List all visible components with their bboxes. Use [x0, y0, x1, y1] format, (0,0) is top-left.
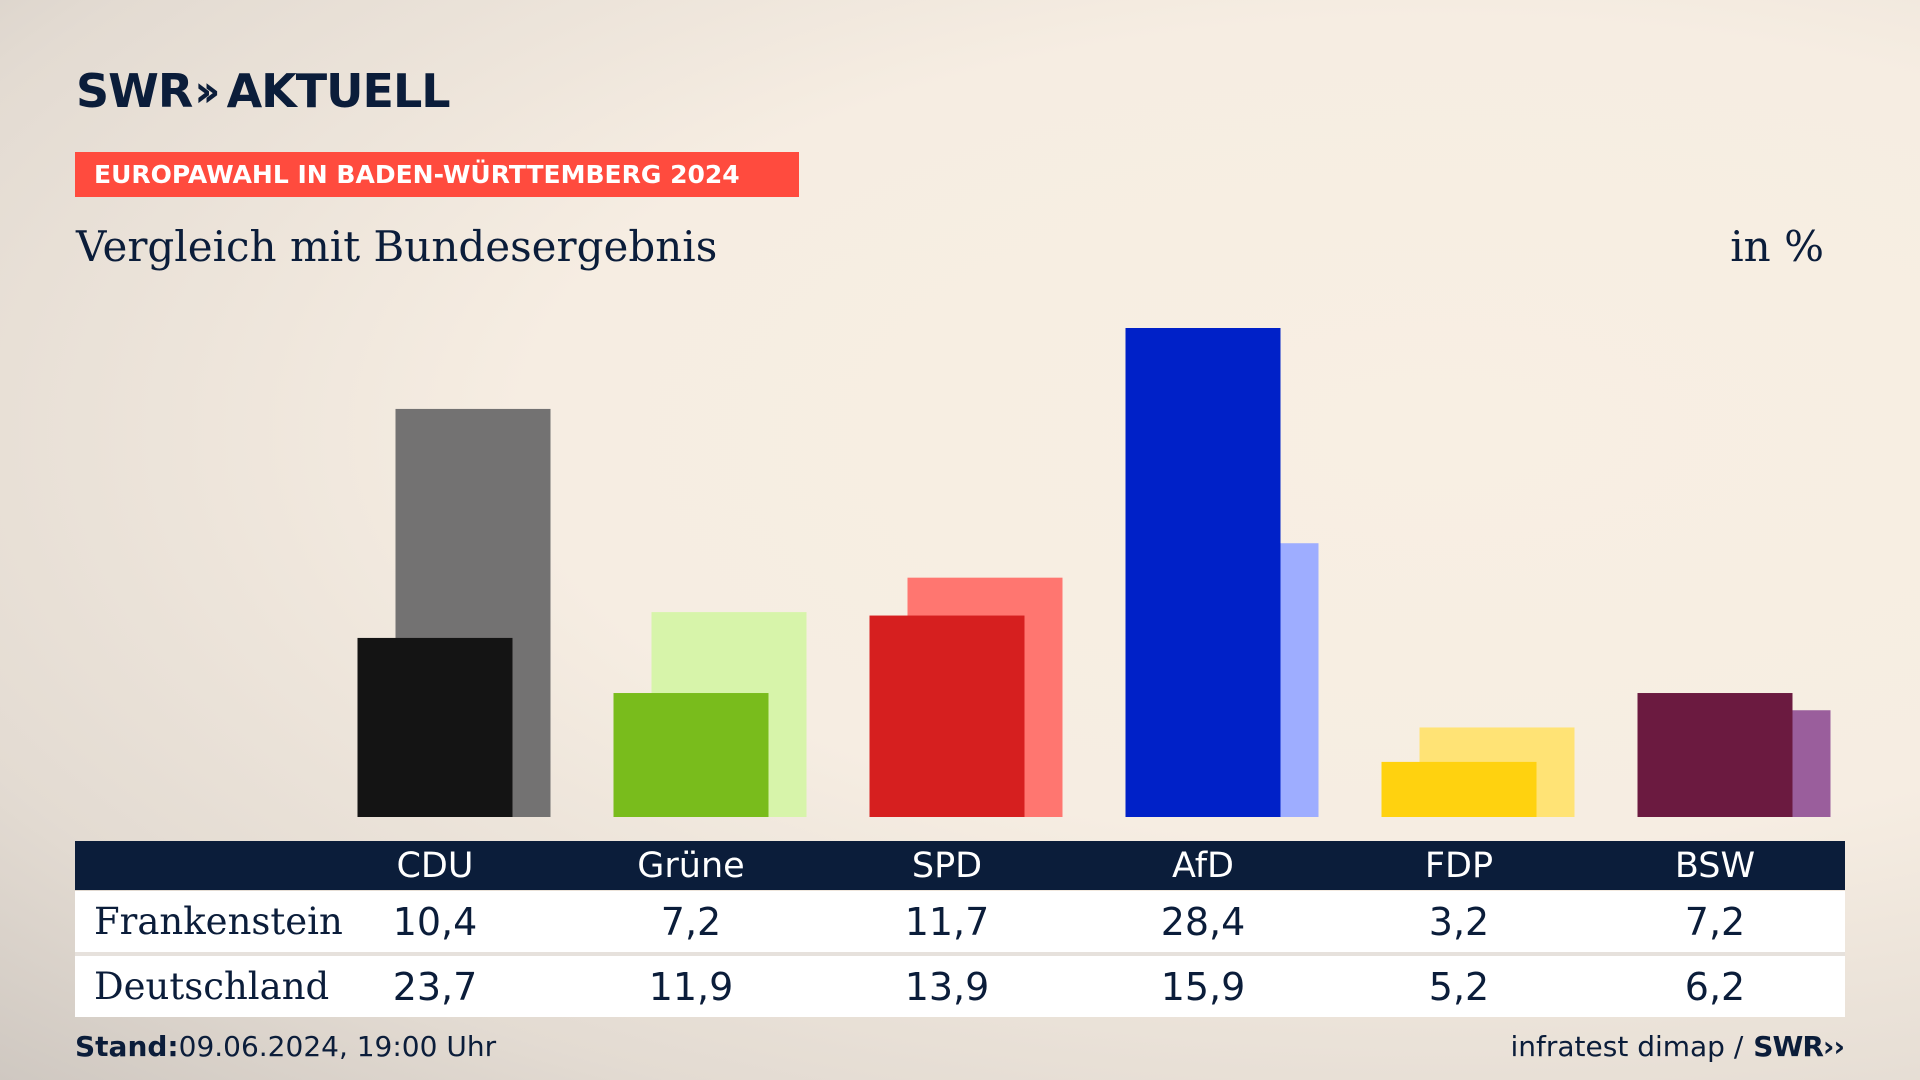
logo-brand: SWR — [76, 64, 193, 118]
value-frankenstein-bsw: 7,2 — [1684, 899, 1746, 944]
logo-suffix: AKTUELL — [226, 64, 451, 118]
timestamp: Stand:09.06.2024, 19:00 Uhr — [75, 1030, 496, 1063]
value-frankenstein-afd: 28,4 — [1160, 899, 1246, 944]
source-credit: infratest dimap / SWR›› — [1510, 1030, 1845, 1063]
value-deutschland-gruene: 11,9 — [648, 964, 734, 1009]
table-row-deutschland: Deutschland 23,7 11,9 13,9 15,9 5,2 6,2 — [75, 956, 1845, 1017]
swr-mini-logo: SWR›› — [1753, 1030, 1845, 1063]
topic-banner: EUROPAWAHL IN BADEN-WÜRTTEMBERG 2024 — [75, 152, 799, 197]
column-header-afd: AfD — [1172, 845, 1234, 886]
column-header-bsw: BSW — [1674, 845, 1756, 886]
mini-logo-text: SWR — [1753, 1030, 1824, 1063]
bar-frankenstein-cdu — [357, 637, 513, 817]
bar-frankenstein-spd — [869, 615, 1025, 817]
value-deutschland-cdu: 23,7 — [392, 964, 478, 1009]
bar-frankenstein-bsw — [1637, 693, 1793, 817]
value-deutschland-spd: 13,9 — [904, 964, 990, 1009]
value-frankenstein-fdp: 3,2 — [1428, 899, 1490, 944]
row-label-deutschland: Deutschland — [94, 965, 330, 1008]
row-label-frankenstein: Frankenstein — [94, 900, 343, 943]
table-row-frankenstein: Frankenstein 10,4 7,2 11,7 28,4 3,2 7,2 — [75, 891, 1845, 956]
column-header-spd: SPD — [911, 845, 983, 886]
value-deutschland-fdp: 5,2 — [1428, 964, 1490, 1009]
column-header-gruene: Grüne — [637, 845, 745, 886]
value-deutschland-afd: 15,9 — [1160, 964, 1246, 1009]
bar-chart — [357, 328, 1831, 817]
column-header-fdp: FDP — [1424, 845, 1494, 886]
table-header-row: CDU Grüne SPD AfD FDP BSW — [75, 841, 1845, 890]
bar-frankenstein-fdp — [1381, 761, 1537, 817]
results-table: CDU Grüne SPD AfD FDP BSW Frankenstein 10,4 7,… — [75, 841, 1845, 1017]
swr-aktuell-logo: SWR ›› AKTUELL — [76, 64, 451, 118]
source-text: infratest dimap / — [1510, 1030, 1744, 1063]
stand-value: 09.06.2024, 19:00 Uhr — [178, 1030, 497, 1063]
bar-frankenstein-afd — [1125, 328, 1281, 817]
value-frankenstein-spd: 11,7 — [904, 899, 990, 944]
value-deutschland-bsw: 6,2 — [1684, 964, 1746, 1009]
bar-frankenstein-gruene — [613, 693, 769, 817]
unit-label: in % — [1730, 222, 1824, 271]
value-frankenstein-gruene: 7,2 — [660, 899, 722, 944]
column-header-cdu: CDU — [396, 845, 474, 886]
stand-label: Stand: — [75, 1030, 179, 1063]
value-frankenstein-cdu: 10,4 — [392, 899, 478, 944]
chart-subtitle: Vergleich mit Bundesergebnis — [76, 222, 718, 271]
